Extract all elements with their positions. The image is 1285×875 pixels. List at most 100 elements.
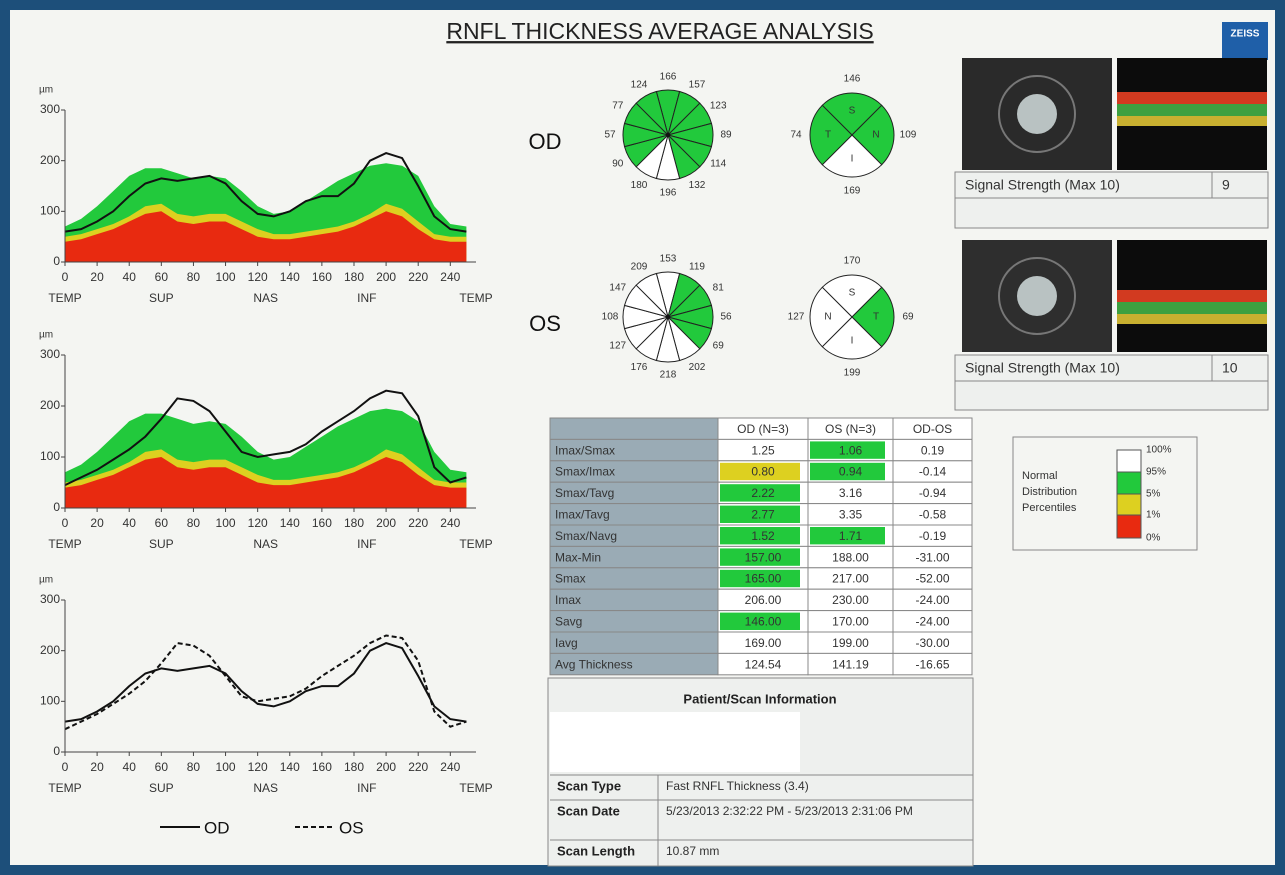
- clock-value: 89: [720, 130, 732, 141]
- x-tick-label: 180: [344, 760, 364, 774]
- x-tick-label: 240: [440, 760, 460, 774]
- eye-label: OS: [529, 311, 561, 336]
- quadrant-letter: N: [824, 312, 831, 323]
- quadrant-letter: N: [872, 130, 879, 141]
- clock-value: 132: [689, 180, 706, 191]
- screen: RNFL THICKNESS AVERAGE ANALYSIS ZEISS Pa…: [0, 0, 1285, 875]
- region-label: SUP: [149, 537, 174, 551]
- table-value: 0.94: [839, 465, 863, 479]
- region-label: TEMP: [459, 781, 492, 795]
- table-row-label: Imax/Tavg: [555, 507, 610, 521]
- clock-value: 123: [710, 101, 727, 112]
- y-tick-label: 300: [40, 592, 60, 606]
- quadrant-value: 69: [902, 312, 914, 323]
- region-label: SUP: [149, 781, 174, 795]
- clock-value: 147: [609, 283, 626, 294]
- x-tick-label: 20: [90, 760, 104, 774]
- clock-value: 209: [631, 261, 648, 272]
- table-header: OS (N=3): [825, 422, 876, 436]
- table-value: 141.19: [832, 657, 869, 671]
- table-header: OD (N=3): [737, 422, 789, 436]
- clock-value: 196: [660, 188, 677, 199]
- region-label: TEMP: [459, 291, 492, 305]
- info-label: Scan Length: [557, 843, 635, 858]
- table-value: 165.00: [745, 572, 782, 586]
- y-axis-label: µm: [39, 85, 53, 96]
- x-tick-label: 200: [376, 270, 396, 284]
- region-label: TEMP: [459, 537, 492, 551]
- x-tick-label: 140: [280, 760, 300, 774]
- quadrant-value: 74: [790, 130, 802, 141]
- table-value: 157.00: [745, 550, 782, 564]
- table-value: 1.25: [751, 443, 775, 457]
- table-row-label: Smax: [555, 572, 586, 586]
- clock-value: 114: [710, 159, 726, 170]
- x-tick-label: 120: [248, 516, 268, 530]
- region-label: TEMP: [48, 781, 81, 795]
- x-tick-label: 60: [155, 760, 169, 774]
- y-tick-label: 0: [53, 254, 60, 268]
- clock-value: 153: [660, 254, 677, 265]
- signal-label: Signal Strength (Max 10): [965, 360, 1120, 376]
- legend-label: 95%: [1146, 467, 1166, 478]
- signal-value: 9: [1222, 177, 1230, 193]
- table-header-cell: [550, 418, 718, 439]
- empty-box: [955, 198, 1268, 228]
- clock-value: 77: [612, 101, 624, 112]
- title: RNFL THICKNESS AVERAGE ANALYSIS: [446, 18, 873, 44]
- y-tick-label: 100: [40, 694, 60, 708]
- y-tick-label: 200: [40, 643, 60, 657]
- legend-swatch: [1117, 450, 1141, 472]
- region-label: TEMP: [48, 537, 81, 551]
- x-tick-label: 40: [123, 760, 137, 774]
- clock-value: 56: [720, 312, 732, 323]
- y-tick-label: 200: [40, 153, 60, 167]
- region-label: NAS: [253, 781, 278, 795]
- x-tick-label: 40: [123, 516, 137, 530]
- table-value: 230.00: [832, 593, 869, 607]
- table-value: -0.58: [919, 507, 947, 521]
- info-label: Scan Date: [557, 803, 620, 818]
- clock-value: 202: [689, 362, 706, 373]
- x-tick-label: 100: [216, 760, 236, 774]
- table-value: -30.00: [915, 636, 949, 650]
- table-value: 146.00: [745, 614, 782, 628]
- clock-value: 57: [604, 130, 616, 141]
- x-tick-label: 160: [312, 270, 332, 284]
- patient-title: Patient/Scan Information: [683, 691, 836, 706]
- x-tick-label: 220: [408, 270, 428, 284]
- quadrant-letter: S: [849, 288, 856, 299]
- table-value: -0.14: [919, 465, 947, 479]
- x-tick-label: 120: [248, 270, 268, 284]
- x-tick-label: 140: [280, 270, 300, 284]
- table-value: 170.00: [832, 614, 869, 628]
- x-tick-label: 240: [440, 270, 460, 284]
- x-tick-label: 20: [90, 516, 104, 530]
- y-tick-label: 200: [40, 398, 60, 412]
- legend-label: 100%: [1146, 445, 1172, 456]
- table-value: 3.35: [839, 507, 863, 521]
- legend-label: 1%: [1146, 510, 1161, 521]
- region-label: NAS: [253, 291, 278, 305]
- table-row-label: Smax/Imax: [555, 465, 615, 479]
- signal-value: 10: [1222, 360, 1238, 376]
- clock-center: [666, 315, 670, 319]
- x-tick-label: 0: [62, 516, 69, 530]
- quadrant-value: 109: [900, 130, 917, 141]
- x-tick-label: 160: [312, 760, 332, 774]
- quadrant-letter: I: [851, 154, 854, 165]
- quadrant-value: 127: [788, 312, 805, 323]
- signal-label: Signal Strength (Max 10): [965, 177, 1120, 193]
- info-label: Scan Type: [557, 778, 621, 793]
- table-value: 0.19: [921, 443, 945, 457]
- y-tick-label: 300: [40, 347, 60, 361]
- x-tick-label: 0: [62, 760, 69, 774]
- table-value: 169.00: [745, 636, 782, 650]
- quadrant-value: 146: [844, 74, 861, 85]
- quadrant-letter: T: [873, 312, 879, 323]
- x-tick-label: 220: [408, 516, 428, 530]
- region-label: INF: [357, 537, 376, 551]
- x-tick-label: 100: [216, 270, 236, 284]
- clock-value: 157: [689, 79, 706, 90]
- empty-box: [955, 380, 1268, 410]
